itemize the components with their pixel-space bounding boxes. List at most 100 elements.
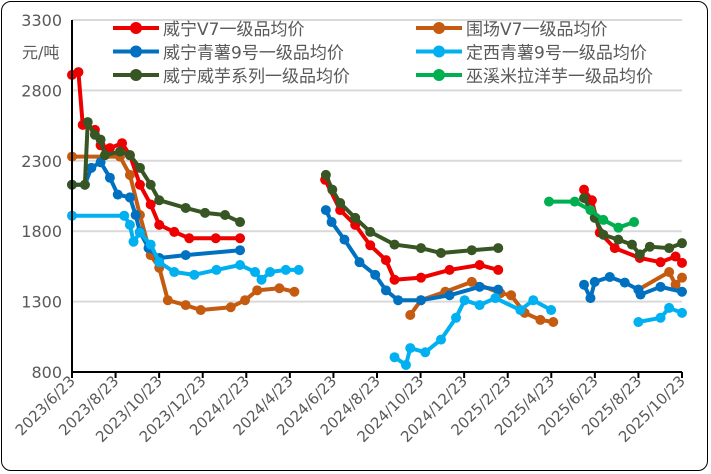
data-point xyxy=(655,281,666,292)
data-point xyxy=(180,202,191,213)
y-axis-label: 元/吨 xyxy=(22,43,59,62)
data-point xyxy=(635,289,646,300)
data-point xyxy=(73,67,84,78)
data-point xyxy=(619,277,630,288)
data-point xyxy=(493,243,504,254)
data-point xyxy=(365,226,376,237)
data-point xyxy=(459,295,470,306)
data-point xyxy=(145,239,156,250)
data-point xyxy=(265,267,276,278)
data-point xyxy=(634,249,645,260)
legend-item: 定西青薯9号一级品均价 xyxy=(416,44,647,64)
y-tick-label: 800 xyxy=(31,363,62,382)
y-tick-label: 1800 xyxy=(21,222,62,241)
series-line xyxy=(324,174,499,256)
data-point xyxy=(515,305,526,316)
legend-label: 威宁青薯9号一级品均价 xyxy=(163,44,344,64)
data-point xyxy=(405,309,416,320)
data-point xyxy=(613,234,624,245)
data-point xyxy=(664,243,675,254)
data-point xyxy=(506,290,517,301)
data-point xyxy=(293,264,304,275)
data-point xyxy=(493,264,504,275)
data-point xyxy=(644,241,655,252)
legend-marker xyxy=(433,69,445,81)
data-point xyxy=(380,255,391,266)
data-point xyxy=(162,295,173,306)
data-point xyxy=(405,343,416,354)
data-point xyxy=(256,274,267,285)
data-point xyxy=(633,317,644,328)
data-point xyxy=(490,293,501,304)
legend-label: 威宁威芋系列一级品均价 xyxy=(163,67,350,87)
data-point xyxy=(629,217,640,228)
y-tick-label: 1300 xyxy=(21,293,62,312)
data-point xyxy=(598,229,609,240)
series-line xyxy=(323,178,499,282)
data-point xyxy=(184,233,195,244)
legend-item: 巫溪米拉洋芋一级品均价 xyxy=(416,67,653,87)
data-point xyxy=(677,307,687,318)
data-point xyxy=(320,169,331,180)
data-point xyxy=(389,352,400,363)
data-point xyxy=(235,217,246,228)
data-point xyxy=(112,189,123,200)
data-point xyxy=(444,264,455,275)
data-point xyxy=(436,248,447,259)
data-point xyxy=(586,195,597,206)
data-point xyxy=(365,240,376,251)
data-point xyxy=(677,257,687,268)
data-point xyxy=(677,286,687,297)
series-4 xyxy=(67,210,687,370)
y-tick-label: 2300 xyxy=(21,152,62,171)
legend-label: 威宁V7一级品均价 xyxy=(163,20,304,40)
data-point xyxy=(579,193,590,204)
data-point xyxy=(389,239,400,250)
data-point xyxy=(134,179,145,190)
data-point xyxy=(154,219,165,230)
data-point xyxy=(579,184,590,195)
data-point xyxy=(389,274,400,285)
data-point xyxy=(145,179,156,190)
data-point xyxy=(415,295,426,306)
y-tick-label: 3300 xyxy=(21,11,62,30)
legend-marker xyxy=(433,45,445,58)
series-line xyxy=(72,213,299,282)
data-point xyxy=(474,281,485,292)
data-point xyxy=(180,250,191,261)
data-point xyxy=(466,276,477,287)
data-point xyxy=(664,267,675,278)
legend-marker xyxy=(130,69,142,81)
data-point xyxy=(400,359,411,370)
legend-item: 威宁V7一级品均价 xyxy=(113,20,304,40)
data-point xyxy=(569,196,580,207)
data-point xyxy=(327,184,338,195)
data-point xyxy=(380,285,391,296)
data-point xyxy=(598,214,609,225)
data-point xyxy=(79,179,90,190)
data-point xyxy=(220,210,231,221)
data-point xyxy=(189,269,200,280)
data-point xyxy=(274,283,285,294)
data-point xyxy=(117,138,128,149)
data-point xyxy=(655,257,666,268)
legend-item: 威宁威芋系列一级品均价 xyxy=(113,67,350,87)
data-point xyxy=(354,257,365,268)
data-point xyxy=(130,210,141,221)
data-point xyxy=(670,251,681,262)
data-point xyxy=(154,257,165,268)
data-point xyxy=(420,347,431,358)
data-point xyxy=(589,276,600,287)
data-point xyxy=(326,217,337,228)
data-point xyxy=(134,162,145,173)
data-point xyxy=(548,317,559,328)
legend-marker xyxy=(130,45,142,58)
data-point xyxy=(415,243,426,254)
data-point xyxy=(225,302,236,313)
data-point xyxy=(124,169,135,180)
legend-item: 围场V7一级品均价 xyxy=(416,20,607,40)
data-point xyxy=(124,150,135,161)
data-point xyxy=(613,222,624,233)
data-point xyxy=(451,312,462,323)
